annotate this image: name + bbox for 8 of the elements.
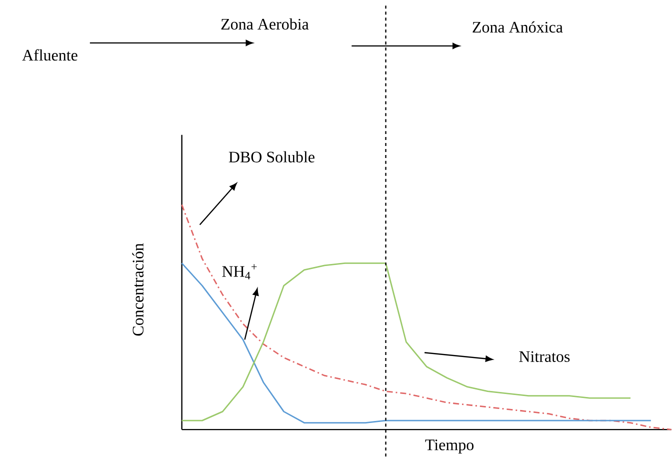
y-axis-title: Concentración <box>132 243 144 336</box>
annotation: Nitratos <box>519 351 570 362</box>
x-axis-title: Tiempo <box>425 440 474 454</box>
text: Zona Anóxica <box>472 21 563 33</box>
text: Zona Aerobia <box>221 18 309 30</box>
annotation: NH$_{4}$+ <box>222 264 257 280</box>
text: Afluente <box>22 49 78 61</box>
text: DBO Soluble <box>228 151 314 163</box>
